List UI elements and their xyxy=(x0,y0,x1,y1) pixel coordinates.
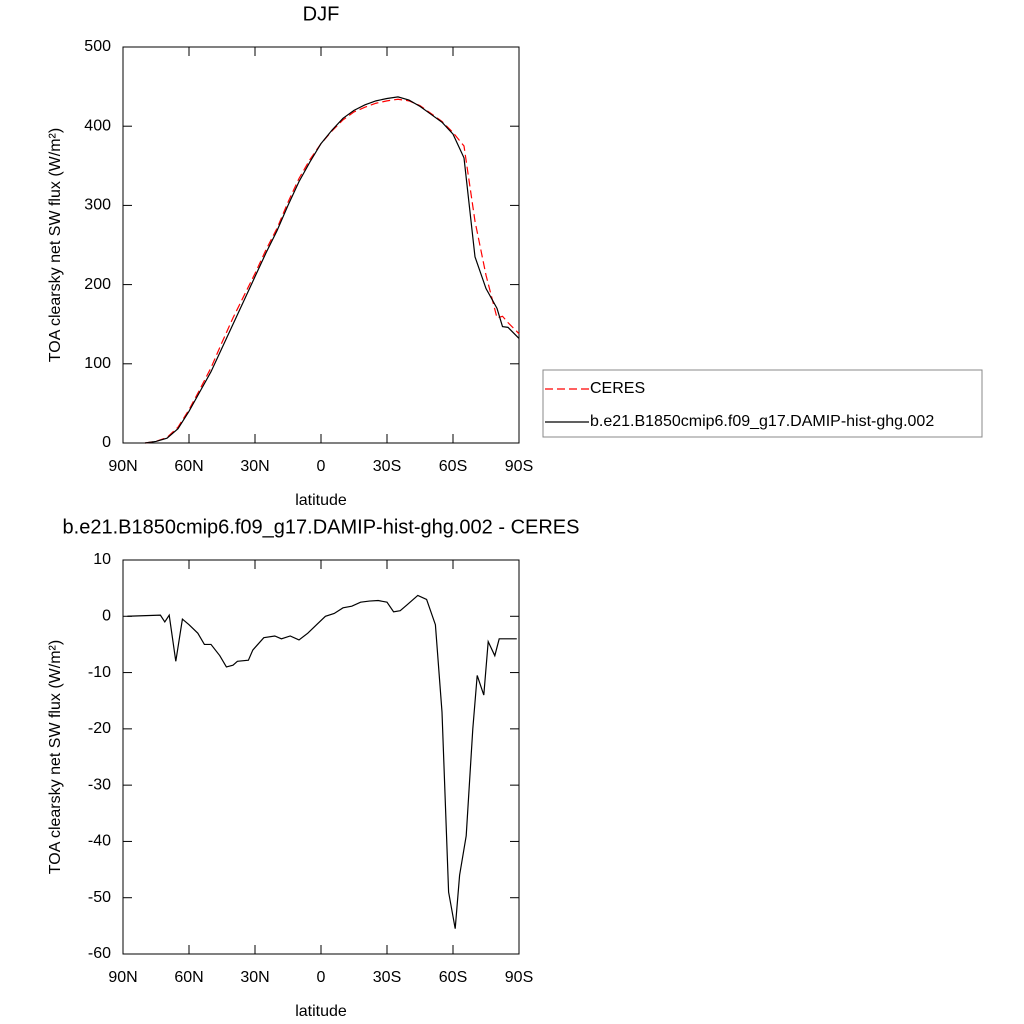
y-tick-label: -30 xyxy=(88,776,111,793)
y-axis-label: TOA clearsky net SW flux (W/m²) xyxy=(47,640,64,874)
x-tick-label: 30S xyxy=(373,458,401,475)
x-tick-label: 0 xyxy=(317,969,326,986)
chart-title: DJF xyxy=(303,3,340,25)
x-tick-label: 90N xyxy=(108,458,137,475)
x-tick-label: 60N xyxy=(174,458,203,475)
y-axis-label: TOA clearsky net SW flux (W/m²) xyxy=(47,128,64,362)
x-axis-label: latitude xyxy=(295,1003,347,1020)
y-tick-label: 0 xyxy=(102,608,111,625)
x-tick-label: 30S xyxy=(373,969,401,986)
chart-title: b.e21.B1850cmip6.f09_g17.DAMIP-hist-ghg.… xyxy=(63,516,580,538)
x-tick-label: 90S xyxy=(505,969,533,986)
legend-box xyxy=(542,369,983,438)
y-tick-label: -50 xyxy=(88,889,111,906)
y-tick-label: 10 xyxy=(93,551,111,568)
y-tick-label: -60 xyxy=(88,945,111,962)
x-tick-label: 60S xyxy=(439,458,467,475)
panel: b.e21.B1850cmip6.f09_g17.DAMIP-hist-ghg.… xyxy=(47,516,579,1020)
y-tick-label: 100 xyxy=(84,355,111,372)
x-tick-label: 30N xyxy=(240,458,269,475)
x-tick-label: 60N xyxy=(174,969,203,986)
legend-label: CERES xyxy=(590,380,645,397)
plot-frame xyxy=(122,46,520,444)
y-tick-label: 0 xyxy=(102,434,111,451)
legend: CERES b.e21.B1850cmip6.f09_g17.DAMIP-hist… xyxy=(542,369,983,438)
data-line xyxy=(144,98,520,444)
x-axis-label: latitude xyxy=(295,492,347,509)
x-tick-label: 90N xyxy=(108,969,137,986)
legend-label: b.e21.B1850cmip6.f09_g17.DAMIP-hist-ghg.… xyxy=(590,413,934,430)
panel: DJF latitude TOA clearsky net SW flux (W/m… xyxy=(47,3,983,509)
x-tick-label: 30N xyxy=(240,969,269,986)
y-tick-label: -40 xyxy=(88,833,111,850)
data-line xyxy=(144,96,520,444)
y-tick-label: 300 xyxy=(84,197,111,214)
y-tick-label: 400 xyxy=(84,117,111,134)
x-tick-label: 60S xyxy=(439,969,467,986)
x-tick-label: 0 xyxy=(317,458,326,475)
y-tick-label: -20 xyxy=(88,720,111,737)
y-tick-label: 500 xyxy=(84,38,111,55)
y-tick-label: 200 xyxy=(84,276,111,293)
x-tick-label: 90S xyxy=(505,458,533,475)
data-line xyxy=(127,594,517,929)
y-tick-label: -10 xyxy=(88,664,111,681)
